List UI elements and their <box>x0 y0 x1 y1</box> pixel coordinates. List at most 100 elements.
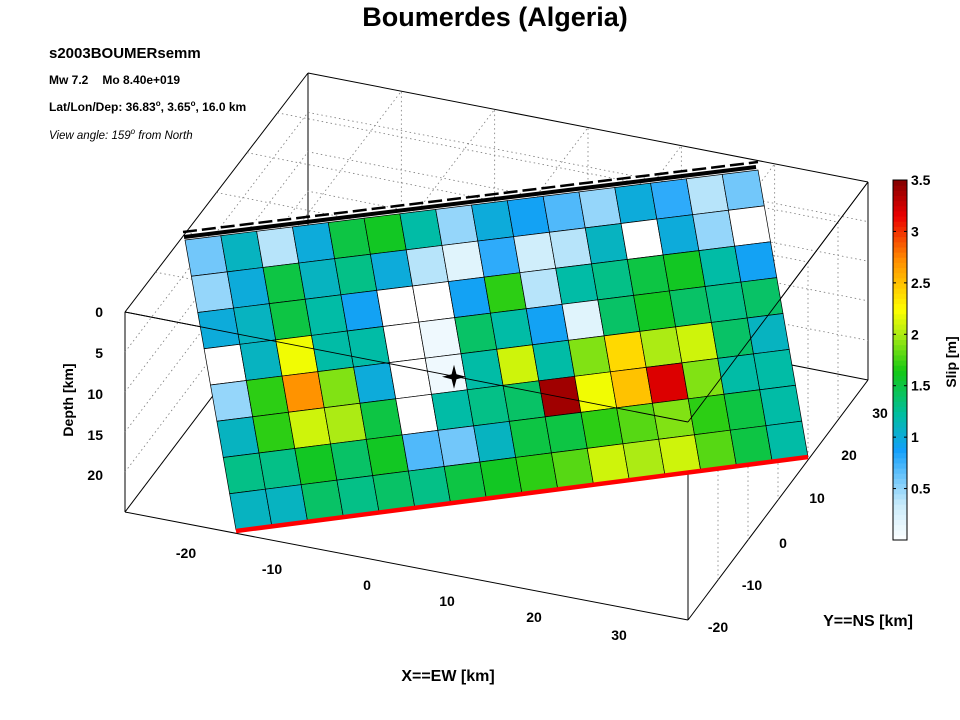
slip-patch <box>442 241 484 281</box>
colorbar-swatch <box>893 324 907 330</box>
colorbar-swatch <box>893 293 907 299</box>
colorbar: 0.511.522.533.5 <box>893 172 931 541</box>
colorbar-swatch <box>893 314 907 320</box>
z-tick-label: 10 <box>87 386 103 402</box>
slip-patch <box>640 327 682 367</box>
slip-patch <box>711 318 753 358</box>
slip-patch <box>760 385 802 425</box>
colorbar-swatch <box>893 339 907 345</box>
colorbar-swatch <box>893 360 907 366</box>
colorbar-swatch <box>893 530 907 536</box>
slip-patch <box>217 417 259 458</box>
y-tick-label: 0 <box>779 535 787 551</box>
colorbar-swatch <box>893 437 907 443</box>
slip-patch <box>509 417 551 458</box>
slip-patch <box>551 448 593 489</box>
slip-patch <box>288 408 330 449</box>
slip-patch <box>425 354 467 395</box>
slip-patch <box>335 254 377 295</box>
slip-patch <box>269 299 311 340</box>
x-tick-label: -20 <box>176 545 196 561</box>
colorbar-swatch <box>893 427 907 433</box>
slip-patch <box>366 435 408 476</box>
slip-patch <box>575 372 617 413</box>
colorbar-swatch <box>893 221 907 227</box>
colorbar-tick-label: 1 <box>911 429 919 445</box>
slip-patch <box>592 259 634 299</box>
slip-patch <box>373 471 415 512</box>
slip-patch <box>360 399 402 440</box>
colorbar-tick-label: 2 <box>911 326 919 342</box>
colorbar-swatch <box>893 406 907 412</box>
location-line: Lat/Lon/Dep: 36.83o, 3.65o, 16.0 km <box>49 99 246 114</box>
slip-patch <box>259 448 301 489</box>
slip-patch <box>221 231 263 272</box>
colorbar-swatch <box>893 396 907 402</box>
colorbar-swatch <box>893 355 907 361</box>
colorbar-swatch <box>893 247 907 253</box>
slip-patch <box>516 453 558 494</box>
x-tick-label: 30 <box>611 627 627 643</box>
colorbar-swatch <box>893 447 907 453</box>
y-axis-label: Y==NS [km] <box>823 613 913 630</box>
slip-patch <box>198 308 240 349</box>
slip-patch <box>257 227 299 268</box>
slip-patch <box>646 363 688 403</box>
slip-patch <box>604 331 646 371</box>
slip-patch <box>627 255 669 295</box>
slip-patch <box>204 344 246 385</box>
colorbar-swatch <box>893 309 907 315</box>
slip-patch <box>669 287 711 327</box>
slip-patch <box>341 290 383 331</box>
slip-patch <box>621 219 663 259</box>
colorbar-swatch <box>893 411 907 417</box>
slip-patch <box>227 267 269 308</box>
colorbar-swatch <box>893 283 907 289</box>
box-edge <box>125 512 688 620</box>
colorbar-label: Slip [m] <box>943 336 959 387</box>
colorbar-swatch <box>893 525 907 531</box>
colorbar-swatch <box>893 303 907 309</box>
z-tick-label: 15 <box>87 427 103 443</box>
slip-patch <box>676 322 718 362</box>
colorbar-swatch <box>893 257 907 263</box>
slip-patch <box>766 421 808 461</box>
slip-patch <box>615 183 657 223</box>
slip-patch <box>735 242 777 282</box>
x-tick-label: 0 <box>363 577 371 593</box>
slip-patch <box>467 385 509 426</box>
chart-title: Boumerdes (Algeria) <box>0 2 960 33</box>
colorbar-tick-label: 0.5 <box>911 481 931 497</box>
colorbar-tick-label: 1.5 <box>911 378 931 394</box>
colorbar-swatch <box>893 453 907 459</box>
slip-patch <box>292 223 334 264</box>
slip-patch <box>444 462 486 503</box>
colorbar-swatch <box>893 519 907 525</box>
z-tick-label: 20 <box>87 467 103 483</box>
slip-patch <box>324 403 366 444</box>
colorbar-swatch <box>893 319 907 325</box>
slip-patch <box>623 439 665 480</box>
colorbar-swatch <box>893 216 907 222</box>
slip-patch <box>234 304 276 345</box>
colorbar-swatch <box>893 473 907 479</box>
colorbar-swatch <box>893 195 907 201</box>
y-tick-label: -10 <box>742 577 762 593</box>
slip-patch <box>211 381 253 422</box>
slip-patch <box>579 188 621 228</box>
slip-patch <box>480 457 522 498</box>
slip-patch <box>753 349 795 389</box>
slip-patch <box>533 340 575 381</box>
slip-patch <box>246 376 288 417</box>
slip-patch <box>587 444 629 485</box>
colorbar-tick-label: 2.5 <box>911 275 931 291</box>
slip-patch <box>478 237 520 277</box>
mo-value: Mo 8.40e+019 <box>102 73 180 87</box>
z-tick-label: 0 <box>95 304 103 320</box>
mw-value: Mw 7.2 <box>49 73 88 87</box>
slip-patch <box>396 394 438 435</box>
slip-patch <box>585 223 627 263</box>
colorbar-swatch <box>893 365 907 371</box>
slip-patch <box>549 228 591 268</box>
slip-patch <box>474 421 516 462</box>
